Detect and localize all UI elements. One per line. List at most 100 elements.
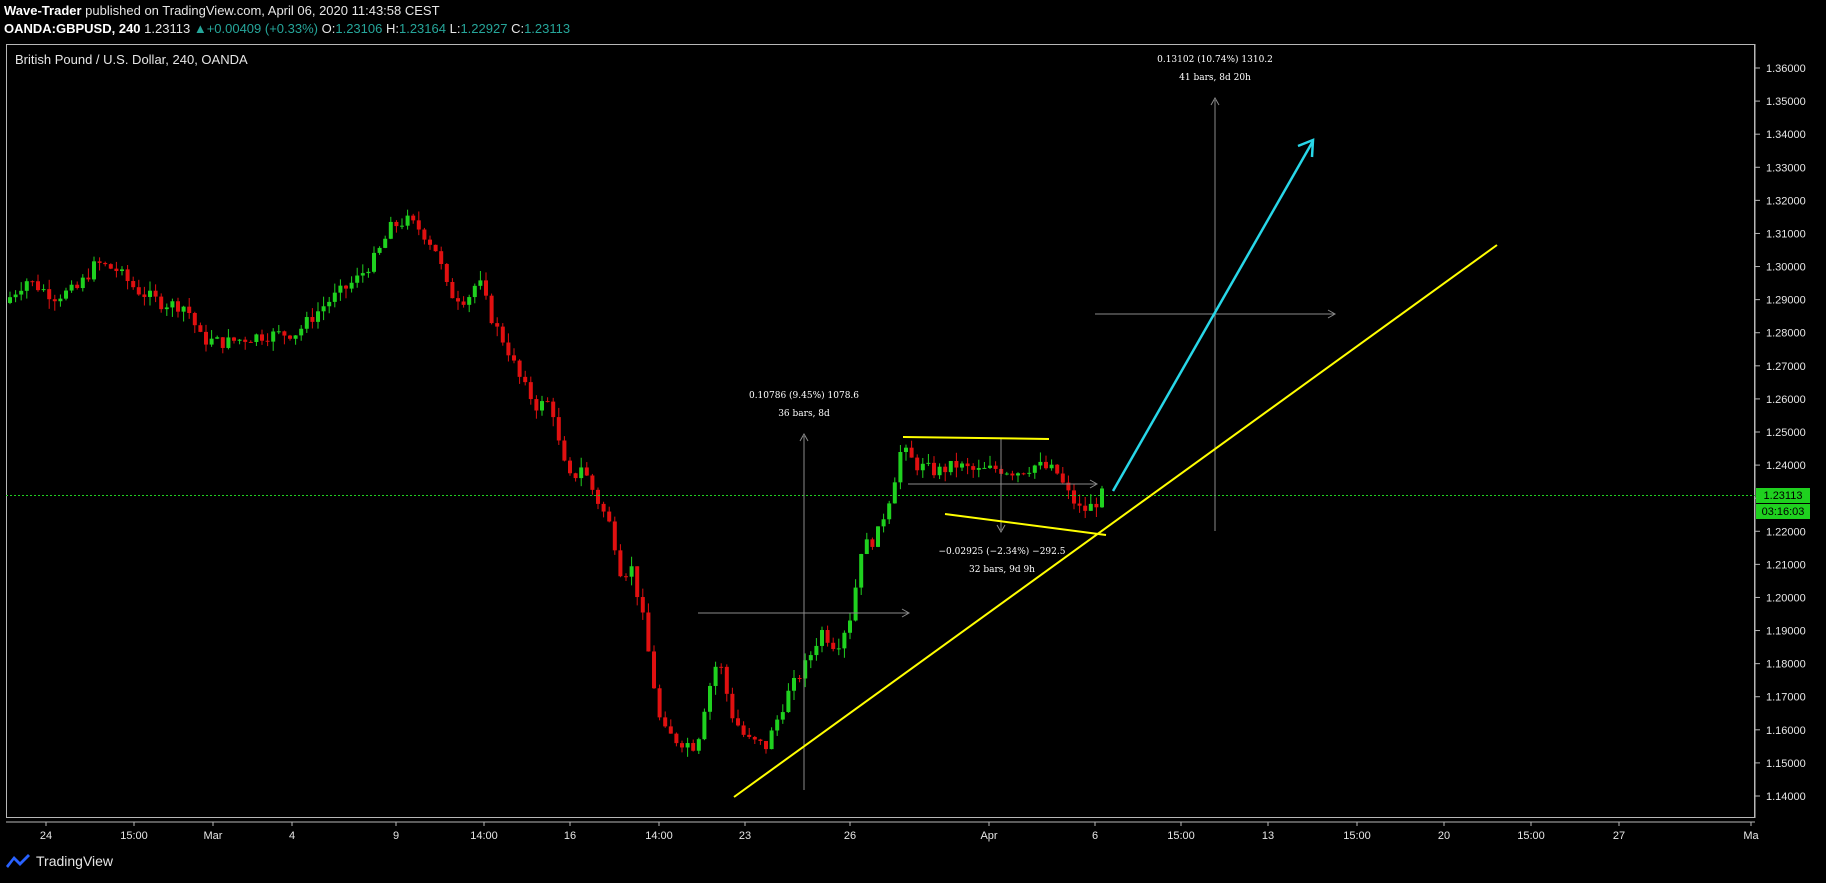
price-tick-label: 1.15000 [1766,758,1806,770]
candle-body [988,465,992,468]
candle-body [562,440,567,461]
candle-body [114,268,119,272]
price-tick-label: 1.20000 [1766,592,1806,604]
candle-body [30,281,35,283]
price-tick-label: 1.27000 [1766,361,1806,373]
price-tick-label: 1.19000 [1766,626,1806,638]
candle-body [820,630,824,646]
high-value: 1.23164 [398,21,446,36]
candle-body [786,690,791,713]
candle-body [484,280,488,296]
candle-body [752,736,757,740]
triangle-upper-line[interactable] [902,436,1050,440]
candle-body [204,331,208,345]
candle-body [769,730,774,750]
candle-body [808,655,813,661]
candle-body [327,301,332,307]
time-tick-label: 15:00 [1167,830,1195,842]
candle-body [797,677,802,679]
high-label: H: [385,21,399,36]
candle-body [456,298,460,302]
price-axis[interactable]: 1.36000 1.35000 1.34000 1.33000 1.32000 1.310… [1755,63,1806,803]
candle-body [293,335,298,339]
candle-body [607,511,612,522]
measure-tool-1[interactable] [698,432,911,790]
publish-info: Wave-Trader published on TradingView.com… [4,3,440,18]
candle-body [383,238,388,248]
measure-tool-2[interactable] [908,438,1099,534]
time-tick-label: 15:00 [120,830,148,842]
candle-body [954,460,959,468]
ohlc-bar: OANDA:GBPUSD, 240 1.23113 ▲+0.00409 (+0.… [4,21,570,36]
candle-body [338,285,343,293]
candle-body [500,326,505,343]
candle-body [321,306,326,312]
candle-body [310,317,315,322]
candle-body [148,290,152,297]
candle-body [1032,465,1037,473]
price-change: +0.00409 (+0.33%) [206,21,318,36]
symbol-label: OANDA:GBPUSD, 240 [4,21,141,36]
candle-body [181,306,186,312]
candle-body [170,301,175,308]
candle-body [304,317,309,329]
time-tick-label: 24 [40,830,52,842]
time-tick-label: 26 [844,830,856,842]
candle-body [764,740,768,750]
candle-body [164,307,169,310]
brand-label[interactable]: TradingView [36,853,114,869]
publish-date: published on TradingView.com, April 06, … [81,3,440,18]
candle-body [848,620,852,633]
price-tick-label: 1.35000 [1766,96,1806,108]
candle-body [758,739,763,741]
candle-body [680,743,684,748]
countdown-tag [1756,504,1810,519]
countdown-label: 03:16:03 [1762,506,1805,518]
measure-3-bars: 41 bars, 8d 20h [1179,73,1251,83]
candle-body [1021,473,1026,475]
candle-body [69,284,74,291]
candle-body [579,467,584,479]
close-label: C: [511,21,525,36]
candle-body [629,566,634,577]
candle-body [836,648,841,650]
author-name[interactable]: Wave-Trader [4,3,82,18]
candles [8,209,1104,757]
candle-body [120,269,124,272]
candle-body [1055,464,1060,474]
candle-body [159,296,164,310]
candle-body [366,271,371,274]
candle-body [1100,488,1104,508]
candle-body [881,519,886,527]
projection-arrow[interactable] [1111,138,1315,492]
candle-body [814,645,819,656]
candle-body [736,718,740,726]
time-tick-label: Mar [204,830,223,842]
candle-body [859,553,864,588]
candle-body [248,341,253,343]
candle-body [545,401,550,403]
candle-body [1077,503,1082,506]
candle-body [260,334,264,341]
candle-body [8,297,12,303]
candle-body [601,503,606,512]
candle-body [556,417,561,441]
candle-body [573,473,578,479]
time-axis[interactable]: 24 15:00 Mar 4 9 14:00 16 14:00 23 26 Apr 6 15:00 13 1… [40,822,1760,842]
candle-body [92,261,96,280]
candle-body [540,401,544,411]
candle-body [517,360,522,377]
candle-body [472,285,477,298]
candle-body [97,261,102,263]
candle-body [612,521,617,551]
candle-body [943,466,948,473]
candle-body [254,334,259,343]
candle-body [108,264,113,269]
triangle-lower-line[interactable] [944,513,1107,536]
price-tick-label: 1.28000 [1766,328,1806,340]
candle-body [276,331,281,333]
ascending-trendline[interactable] [733,244,1498,798]
time-tick-label: 4 [289,830,295,842]
candle-body [232,337,236,341]
